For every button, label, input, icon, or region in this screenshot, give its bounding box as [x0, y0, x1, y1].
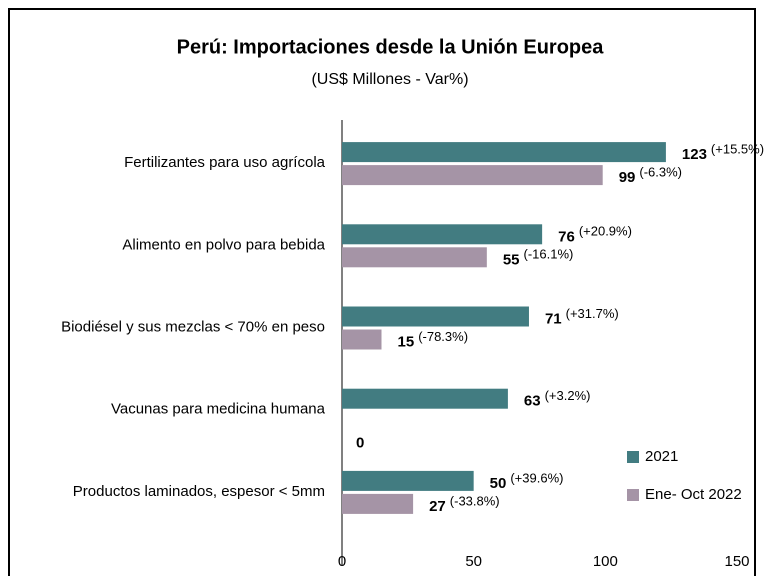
legend-label: 2021 [645, 448, 678, 465]
data-label: 99 [619, 169, 636, 186]
data-label: 15 [398, 333, 415, 350]
y-tick-label: Biodiésel y sus mezclas < 70% en peso [61, 318, 325, 335]
data-label: 50 [490, 475, 507, 492]
data-label: 71 [545, 310, 562, 327]
chart-subtitle: (US$ Millones - Var%) [311, 71, 468, 88]
y-tick-label: Productos laminados, espesor < 5mm [73, 483, 325, 500]
bar [342, 329, 382, 350]
legend-label: Ene- Oct 2022 [645, 486, 742, 503]
bar [342, 247, 487, 268]
bar [342, 388, 508, 409]
change-label: (-16.1%) [524, 247, 574, 262]
data-label: 123 [682, 146, 707, 163]
change-label: (+15.5%) [711, 142, 764, 157]
data-label: 55 [503, 251, 520, 268]
change-label: (+3.2%) [545, 388, 591, 403]
y-tick-label: Fertilizantes para uso agrícola [124, 154, 326, 171]
bar [342, 470, 474, 491]
bar [342, 493, 414, 514]
change-label: (+39.6%) [510, 470, 563, 485]
x-tick-label: 0 [338, 553, 346, 570]
legend-swatch [627, 451, 639, 463]
data-label: 27 [429, 498, 446, 515]
chart-title: Perú: Importaciones desde la Unión Europ… [177, 36, 605, 58]
change-label: (+31.7%) [566, 306, 619, 321]
change-label: (-78.3%) [418, 329, 468, 344]
bar [342, 165, 603, 186]
x-tick-label: 100 [593, 553, 618, 570]
x-tick-label: 50 [465, 553, 482, 570]
legend-swatch [627, 489, 639, 501]
bar [342, 224, 543, 245]
data-label: 63 [524, 393, 541, 410]
change-label: (-6.3%) [639, 165, 682, 180]
bar [342, 142, 666, 163]
y-tick-label: Alimento en polvo para bebida [122, 236, 325, 253]
data-label: 76 [558, 228, 575, 245]
data-label: 0 [356, 435, 364, 452]
bar [342, 306, 529, 327]
y-tick-label: Vacunas para medicina humana [111, 401, 326, 418]
change-label: (-33.8%) [450, 493, 500, 508]
x-tick-label: 150 [724, 553, 749, 570]
change-label: (+20.9%) [579, 224, 632, 239]
